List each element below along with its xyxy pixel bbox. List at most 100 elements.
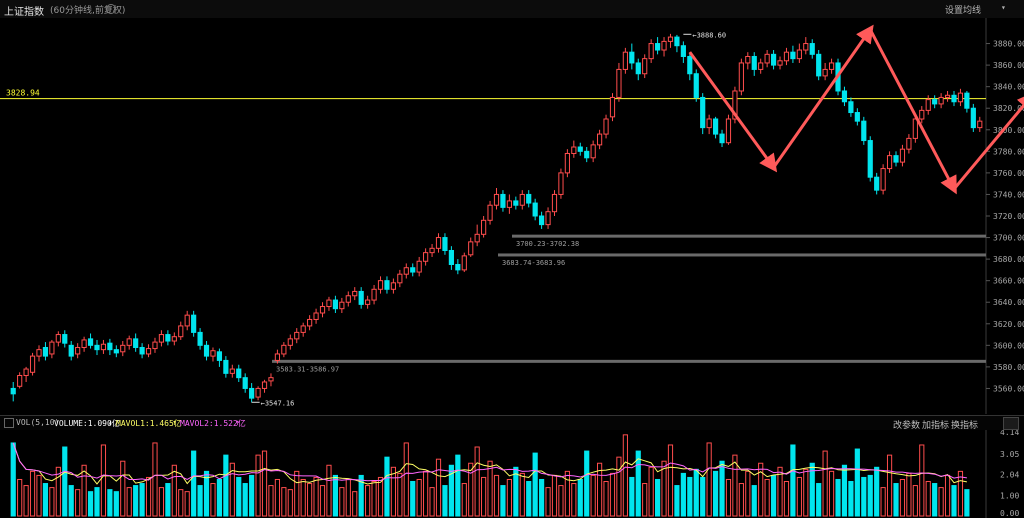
candle bbox=[468, 241, 474, 256]
volume-bar bbox=[326, 464, 332, 517]
volume-bar bbox=[712, 470, 719, 517]
settings-icon[interactable] bbox=[106, 4, 116, 14]
volume-bar bbox=[770, 474, 777, 517]
volume-bar bbox=[667, 444, 674, 517]
volume-bar bbox=[442, 485, 448, 517]
candle bbox=[23, 368, 29, 377]
volume-bar bbox=[603, 481, 609, 517]
candle bbox=[970, 107, 976, 129]
volume-bar bbox=[126, 487, 132, 517]
candle bbox=[854, 112, 860, 122]
help-icon[interactable] bbox=[4, 418, 14, 428]
volume-bar bbox=[964, 489, 970, 517]
volume-bar bbox=[629, 476, 635, 517]
candle bbox=[455, 264, 461, 271]
trend-arrow bbox=[688, 51, 778, 173]
volume-tick-label: 4.14 bbox=[1000, 430, 1019, 437]
candle bbox=[603, 118, 609, 135]
add-indicator-button[interactable]: 加指标 bbox=[922, 421, 950, 431]
candle bbox=[803, 43, 809, 51]
volume-bar bbox=[55, 466, 61, 517]
candle bbox=[42, 346, 49, 357]
panel-scroll-button[interactable] bbox=[1003, 417, 1019, 430]
vol-indicator-name: VOL(5,10) bbox=[16, 418, 60, 427]
volume-bar bbox=[500, 485, 506, 517]
candle bbox=[203, 344, 210, 357]
edit-params-button[interactable]: 改参数 bbox=[893, 421, 921, 431]
volume-bar bbox=[133, 485, 139, 517]
candle bbox=[171, 336, 177, 342]
volume-bar bbox=[17, 478, 23, 517]
volume-bar bbox=[345, 478, 351, 517]
candle bbox=[880, 168, 886, 191]
chevron-down-icon[interactable]: ▾ bbox=[1001, 3, 1006, 12]
candle bbox=[487, 204, 493, 221]
volume-bar bbox=[751, 485, 757, 517]
candle bbox=[609, 96, 616, 118]
candle bbox=[745, 55, 751, 64]
volume-bar bbox=[87, 491, 94, 517]
candle bbox=[706, 118, 712, 129]
candle bbox=[758, 62, 764, 70]
volume-bar bbox=[558, 485, 564, 517]
candle bbox=[712, 118, 719, 135]
candle bbox=[893, 155, 899, 163]
volume-bar bbox=[841, 464, 848, 517]
set-ma-button[interactable]: 设置均线 bbox=[945, 6, 982, 16]
chart-header: 上证指数 (60分钟线,前复权) 设置均线 ▾ bbox=[0, 0, 1024, 18]
price-tick-label: 3860.00 bbox=[993, 61, 1024, 70]
volume-bar bbox=[255, 454, 261, 517]
mavol1-value: MAVOL1:1.465亿 bbox=[116, 419, 182, 428]
candle bbox=[597, 133, 603, 146]
volume-bar bbox=[493, 474, 500, 517]
candle bbox=[500, 193, 506, 208]
gap-zone-label: 3583.31-3586.97 bbox=[276, 365, 339, 373]
volume-chart[interactable]: 4.14 3.05 2.04 1.00 0.00 bbox=[0, 430, 1024, 518]
trend-arrow bbox=[868, 28, 957, 195]
candle bbox=[925, 99, 931, 111]
candle bbox=[680, 45, 686, 57]
candle bbox=[62, 334, 68, 344]
candle bbox=[126, 338, 132, 346]
volume-bar bbox=[674, 485, 680, 517]
candle bbox=[642, 58, 648, 75]
volume-bar bbox=[474, 446, 480, 517]
candle bbox=[371, 288, 377, 301]
candle bbox=[410, 267, 416, 273]
volume-bar bbox=[313, 476, 319, 517]
candle bbox=[867, 140, 873, 178]
candle bbox=[100, 343, 107, 351]
candle bbox=[87, 338, 94, 346]
trend-arrow bbox=[772, 24, 874, 169]
volume-bar bbox=[906, 472, 912, 517]
volume-bar bbox=[700, 476, 706, 517]
gap-zone bbox=[272, 359, 986, 363]
up-arrow-icon: ↑ bbox=[172, 418, 177, 427]
volume-bar bbox=[790, 444, 796, 517]
volume-bar bbox=[23, 485, 29, 517]
volume-bar bbox=[307, 483, 313, 517]
volume-bar bbox=[635, 450, 641, 517]
volume-bar bbox=[867, 474, 873, 517]
volume-bar bbox=[642, 483, 648, 517]
candle bbox=[616, 68, 622, 98]
candle bbox=[558, 172, 564, 195]
volume-bar bbox=[249, 474, 255, 517]
volume-bar bbox=[932, 483, 938, 517]
volume-bar bbox=[107, 489, 113, 517]
volume-bar bbox=[197, 485, 203, 517]
volume-bar bbox=[448, 464, 454, 517]
volume-bar bbox=[481, 476, 487, 517]
candle bbox=[397, 273, 403, 284]
candle bbox=[197, 331, 203, 346]
candle bbox=[944, 94, 951, 98]
volume-bar bbox=[120, 460, 126, 517]
candle bbox=[539, 215, 545, 226]
switch-indicator-button[interactable]: 换指标 bbox=[951, 421, 979, 431]
candle bbox=[719, 133, 725, 144]
candle bbox=[10, 387, 16, 395]
candle bbox=[519, 193, 525, 206]
price-chart[interactable]: 3880.00 3860.00 3840.00 3820.00 3800.00 3780.… bbox=[0, 18, 1024, 414]
volume-bar bbox=[191, 450, 197, 517]
candle bbox=[938, 96, 944, 105]
